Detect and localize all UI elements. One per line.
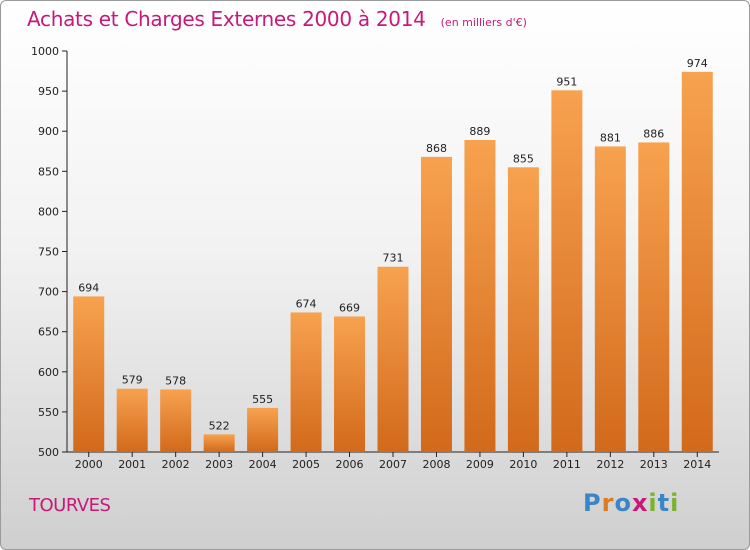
bar <box>116 388 148 452</box>
x-tick-label: 2011 <box>553 458 581 471</box>
data-label: 855 <box>513 152 534 165</box>
data-label: 579 <box>122 374 143 387</box>
y-tick-label: 1000 <box>31 45 59 58</box>
x-tick-label: 2001 <box>118 458 146 471</box>
town-name: TOURVES <box>29 495 111 516</box>
bar <box>290 312 322 452</box>
x-tick-label: 2006 <box>336 458 364 471</box>
data-label: 951 <box>556 75 577 88</box>
x-tick-label: 2014 <box>683 458 711 471</box>
bar <box>247 407 279 452</box>
x-tick-label: 2008 <box>422 458 450 471</box>
bar <box>420 156 452 452</box>
y-tick-label: 850 <box>38 165 59 178</box>
logo-letter: t <box>657 489 671 517</box>
x-tick-label: 2007 <box>379 458 407 471</box>
logo-letter: o <box>614 489 632 517</box>
chart-subtitle: (en milliers d'€) <box>440 16 527 29</box>
x-tick-label: 2012 <box>596 458 624 471</box>
logo-letter: i <box>670 489 680 517</box>
x-tick-label: 2002 <box>162 458 190 471</box>
data-label: 868 <box>426 142 447 155</box>
y-tick-label: 500 <box>38 446 59 459</box>
bar <box>203 434 235 452</box>
y-tick-label: 800 <box>38 205 59 218</box>
proxiti-logo: Proxiti <box>583 489 679 517</box>
x-tick-label: 2010 <box>509 458 537 471</box>
data-label: 555 <box>252 393 273 406</box>
y-tick-label: 650 <box>38 326 59 339</box>
bar <box>377 266 409 452</box>
x-tick-label: 2004 <box>249 458 277 471</box>
data-label: 669 <box>339 301 360 314</box>
chart-title-block: Achats et Charges Externes 2000 à 2014 (… <box>27 7 527 31</box>
data-label: 578 <box>165 374 186 387</box>
logo-letter: r <box>601 489 615 517</box>
y-tick-label: 900 <box>38 125 59 138</box>
x-tick-label: 2009 <box>466 458 494 471</box>
x-tick-label: 2003 <box>205 458 233 471</box>
chart-title: Achats et Charges Externes 2000 à 2014 <box>27 7 426 31</box>
data-label: 731 <box>383 252 404 265</box>
y-tick-label: 750 <box>38 246 59 259</box>
data-label: 889 <box>469 125 490 138</box>
x-tick-label: 2005 <box>292 458 320 471</box>
data-label: 886 <box>643 127 664 140</box>
y-tick-label: 600 <box>38 366 59 379</box>
bar <box>551 90 583 452</box>
bar <box>638 142 670 453</box>
bar <box>594 146 626 453</box>
bar <box>681 71 713 453</box>
bar <box>160 389 192 452</box>
x-tick-label: 2013 <box>640 458 668 471</box>
logo-letter: x <box>631 489 649 517</box>
x-tick-label: 2000 <box>75 458 103 471</box>
logo-letter: P <box>583 489 602 517</box>
bar <box>334 316 366 452</box>
bar <box>507 167 539 453</box>
y-tick-label: 700 <box>38 286 59 299</box>
bar <box>73 296 105 452</box>
bar <box>464 140 496 452</box>
data-label: 694 <box>78 281 99 294</box>
data-label: 974 <box>687 57 708 70</box>
data-label: 674 <box>296 297 317 310</box>
logo-letter: i <box>648 489 658 517</box>
y-tick-label: 950 <box>38 85 59 98</box>
y-tick-label: 550 <box>38 406 59 419</box>
data-label: 881 <box>600 131 621 144</box>
data-label: 522 <box>209 419 230 432</box>
